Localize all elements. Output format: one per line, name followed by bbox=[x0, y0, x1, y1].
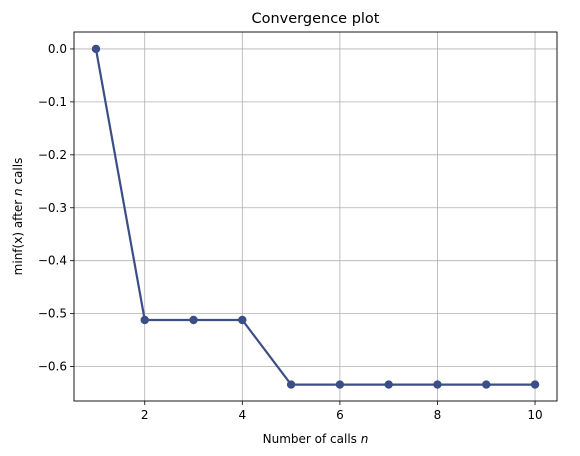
x-axis-ticks: 2 4 6 8 10 bbox=[141, 401, 543, 422]
x-tick-label: 2 bbox=[141, 408, 149, 422]
data-point bbox=[482, 380, 491, 389]
y-tick-label: −0.5 bbox=[38, 307, 67, 321]
y-axis-label: minf(x) after n calls bbox=[11, 158, 25, 276]
x-tick-label: 10 bbox=[527, 408, 542, 422]
y-tick-label: −0.1 bbox=[38, 95, 67, 109]
y-tick-label: −0.4 bbox=[38, 254, 67, 268]
data-point bbox=[286, 380, 296, 389]
y-axis-ticks: 0.0 −0.1 −0.2 −0.3 −0.4 −0.5 −0.6 bbox=[38, 42, 74, 374]
series-convergence bbox=[91, 44, 540, 389]
data-point bbox=[91, 44, 101, 54]
data-point bbox=[384, 380, 393, 389]
plot-frame bbox=[73, 31, 558, 402]
data-point bbox=[335, 380, 345, 389]
data-point bbox=[238, 315, 247, 325]
data-point bbox=[189, 315, 198, 325]
x-tick-label: 6 bbox=[336, 408, 344, 422]
y-tick-label: −0.2 bbox=[38, 148, 67, 162]
y-tick-label: −0.6 bbox=[38, 360, 67, 374]
y-tick-label: 0.0 bbox=[48, 42, 67, 56]
x-axis-label: Number of calls n bbox=[263, 432, 369, 446]
x-tick-label: 8 bbox=[434, 408, 442, 422]
data-point bbox=[140, 315, 149, 325]
series-line bbox=[94, 48, 536, 386]
data-point bbox=[433, 380, 442, 389]
chart-title: Convergence plot bbox=[251, 11, 379, 27]
data-point bbox=[530, 380, 540, 389]
y-tick-label: −0.3 bbox=[38, 201, 67, 215]
grid bbox=[74, 32, 557, 401]
x-tick-label: 4 bbox=[238, 408, 246, 422]
